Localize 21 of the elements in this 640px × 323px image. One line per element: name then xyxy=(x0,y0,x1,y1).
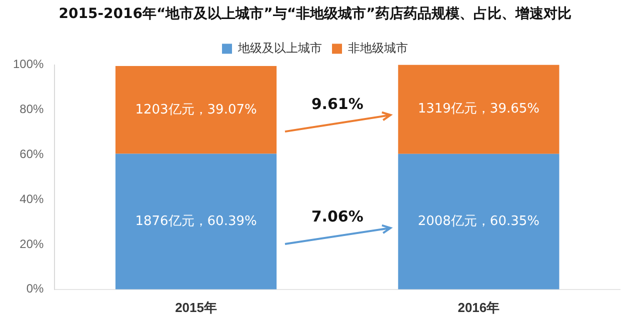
legend-label: 地级及以上城市 xyxy=(237,41,322,56)
chart-title: 2015-2016年“地市及以上城市”与“非地级城市”药店药品规模、占比、增速对比 xyxy=(58,5,572,22)
data-label: 1876亿元，60.39% xyxy=(135,214,257,229)
bar xyxy=(115,154,277,290)
legend-label: 非地级城市 xyxy=(348,41,408,56)
annotation: 7.06% xyxy=(311,207,364,226)
bar xyxy=(398,154,560,290)
y-tick-label: 60% xyxy=(20,146,44,161)
data-label: 1319亿元，39.65% xyxy=(418,102,540,117)
y-tick-label: 40% xyxy=(20,192,44,206)
x-tick-label: 2016年 xyxy=(458,300,500,315)
bar xyxy=(115,66,277,154)
bar xyxy=(398,64,560,154)
y-tick-label: 80% xyxy=(20,102,44,116)
annotation: 9.61% xyxy=(311,95,364,114)
x-tick-label: 2015年 xyxy=(175,300,217,315)
data-label: 1203亿元，39.07% xyxy=(135,102,257,118)
y-tick-label: 20% xyxy=(20,236,44,251)
data-label: 2008亿元，60.35% xyxy=(418,214,540,229)
y-tick-label: 0% xyxy=(26,282,44,296)
y-tick-label: 100% xyxy=(12,57,44,72)
